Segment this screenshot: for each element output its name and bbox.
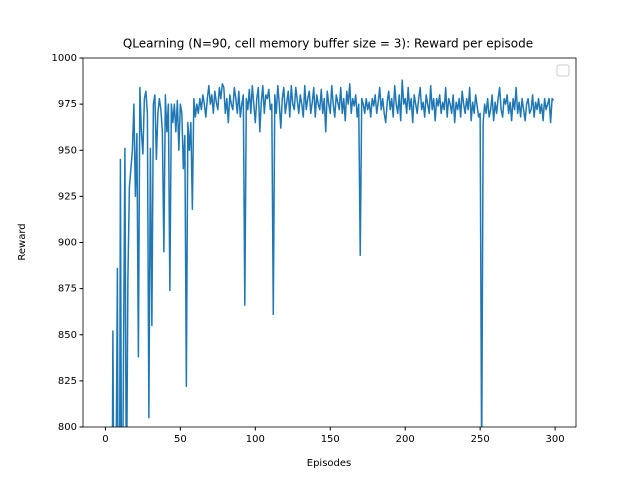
x-axis-label: Episodes — [307, 458, 351, 469]
y-axis-label: Reward — [17, 223, 28, 260]
y-tick-label: 1000 — [52, 53, 77, 64]
y-tick-label: 950 — [58, 145, 77, 156]
axes-frame — [82, 57, 577, 428]
y-tick-label: 825 — [58, 376, 77, 387]
y-tick-label: 850 — [58, 330, 77, 341]
legend — [556, 64, 570, 77]
x-tick-label: 100 — [246, 434, 265, 445]
x-tick-label: 50 — [174, 434, 187, 445]
y-tick-label: 875 — [58, 284, 77, 295]
line — [111, 79, 555, 427]
x-tick-label: 200 — [396, 434, 415, 445]
y-tick-label: 975 — [58, 99, 77, 110]
y-tick-label: 800 — [58, 422, 77, 433]
x-tick-label: 0 — [102, 434, 108, 445]
x-tick-label: 250 — [471, 434, 490, 445]
chart-title: QLearning (N=90, cell memory buffer size… — [123, 37, 533, 51]
x-tick-label: 300 — [546, 434, 565, 445]
y-tick-label: 900 — [58, 238, 77, 249]
x-tick-label: 150 — [321, 434, 340, 445]
y-tick-label: 925 — [58, 191, 77, 202]
